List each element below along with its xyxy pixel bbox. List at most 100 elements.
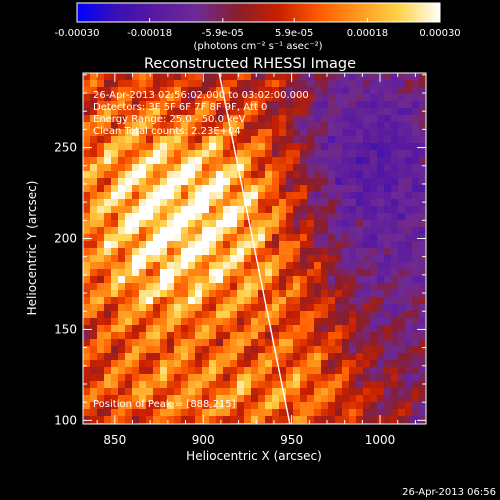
heatmap-pixel [293,241,300,248]
heatmap-pixel [258,108,265,115]
heatmap-pixel [83,402,90,409]
heatmap-pixel [139,318,146,325]
heatmap-pixel [209,255,216,262]
heatmap-pixel [174,416,181,423]
heatmap-pixel [335,290,342,297]
heatmap-pixel [391,269,398,276]
heatmap-pixel [384,262,391,269]
heatmap-pixel [342,213,349,220]
heatmap-pixel [202,178,209,185]
heatmap-pixel [307,297,314,304]
heatmap-pixel [118,199,125,206]
heatmap-pixel [419,255,426,262]
heatmap-pixel [202,234,209,241]
heatmap-pixel [188,367,195,374]
heatmap-pixel [363,199,370,206]
heatmap-pixel [300,115,307,122]
heatmap-pixel [97,402,104,409]
heatmap-pixel [118,248,125,255]
heatmap-pixel [125,129,132,136]
heatmap-pixel [83,276,90,283]
heatmap-pixel [139,178,146,185]
heatmap-pixel [377,150,384,157]
heatmap-pixel [293,332,300,339]
heatmap-pixel [265,73,272,80]
heatmap-pixel [384,220,391,227]
heatmap-pixel [132,80,139,87]
heatmap-pixel [412,416,419,423]
heatmap-pixel [125,353,132,360]
heatmap-pixel [356,360,363,367]
heatmap-pixel [384,115,391,122]
heatmap-pixel [146,283,153,290]
heatmap-pixel [412,199,419,206]
heatmap-pixel [104,136,111,143]
heatmap-pixel [419,164,426,171]
heatmap-pixel [230,416,237,423]
heatmap-pixel [356,157,363,164]
heatmap-pixel [139,374,146,381]
heatmap-pixel [279,367,286,374]
heatmap-pixel [104,388,111,395]
heatmap-pixel [202,409,209,416]
heatmap-pixel [286,73,293,80]
heatmap-pixel [244,290,251,297]
heatmap-pixel [398,283,405,290]
heatmap-pixel [153,402,160,409]
heatmap-pixel [363,283,370,290]
heatmap-pixel [139,157,146,164]
heatmap-pixel [314,304,321,311]
heatmap-pixel [384,255,391,262]
heatmap-pixel [125,332,132,339]
heatmap-pixel [174,192,181,199]
heatmap-pixel [188,269,195,276]
heatmap-pixel [377,220,384,227]
heatmap-pixel [307,234,314,241]
heatmap-pixel [307,360,314,367]
heatmap-pixel [377,339,384,346]
heatmap-pixel [181,129,188,136]
heatmap-pixel [363,332,370,339]
heatmap-pixel [349,283,356,290]
heatmap-pixel [314,374,321,381]
heatmap-pixel [153,381,160,388]
heatmap-pixel [216,206,223,213]
heatmap-pixel [188,164,195,171]
heatmap-pixel [230,185,237,192]
heatmap-pixel [314,136,321,143]
heatmap-pixel [272,388,279,395]
heatmap-pixel [237,157,244,164]
heatmap-pixel [328,248,335,255]
heatmap-pixel [90,234,97,241]
heatmap-pixel [328,402,335,409]
heatmap-pixel [125,220,132,227]
heatmap-pixel [209,395,216,402]
heatmap-pixel [167,129,174,136]
heatmap-pixel [384,94,391,101]
heatmap-pixel [293,115,300,122]
heatmap-pixel [181,185,188,192]
heatmap-pixel [300,332,307,339]
heatmap-pixel [370,395,377,402]
heatmap-pixel [293,185,300,192]
heatmap-pixel [419,220,426,227]
heatmap-pixel [230,73,237,80]
heatmap-pixel [328,339,335,346]
heatmap-pixel [223,262,230,269]
heatmap-pixel [97,269,104,276]
heatmap-pixel [174,157,181,164]
heatmap-pixel [412,255,419,262]
heatmap-pixel [97,283,104,290]
heatmap-pixel [209,304,216,311]
heatmap-pixel [125,136,132,143]
heatmap-pixel [160,234,167,241]
heatmap-pixel [405,87,412,94]
heatmap-pixel [293,318,300,325]
heatmap-pixel [265,367,272,374]
heatmap-pixel [125,157,132,164]
heatmap-pixel [412,374,419,381]
heatmap-pixel [160,311,167,318]
heatmap-pixel [272,416,279,423]
heatmap-pixel [223,367,230,374]
heatmap-pixel [405,360,412,367]
